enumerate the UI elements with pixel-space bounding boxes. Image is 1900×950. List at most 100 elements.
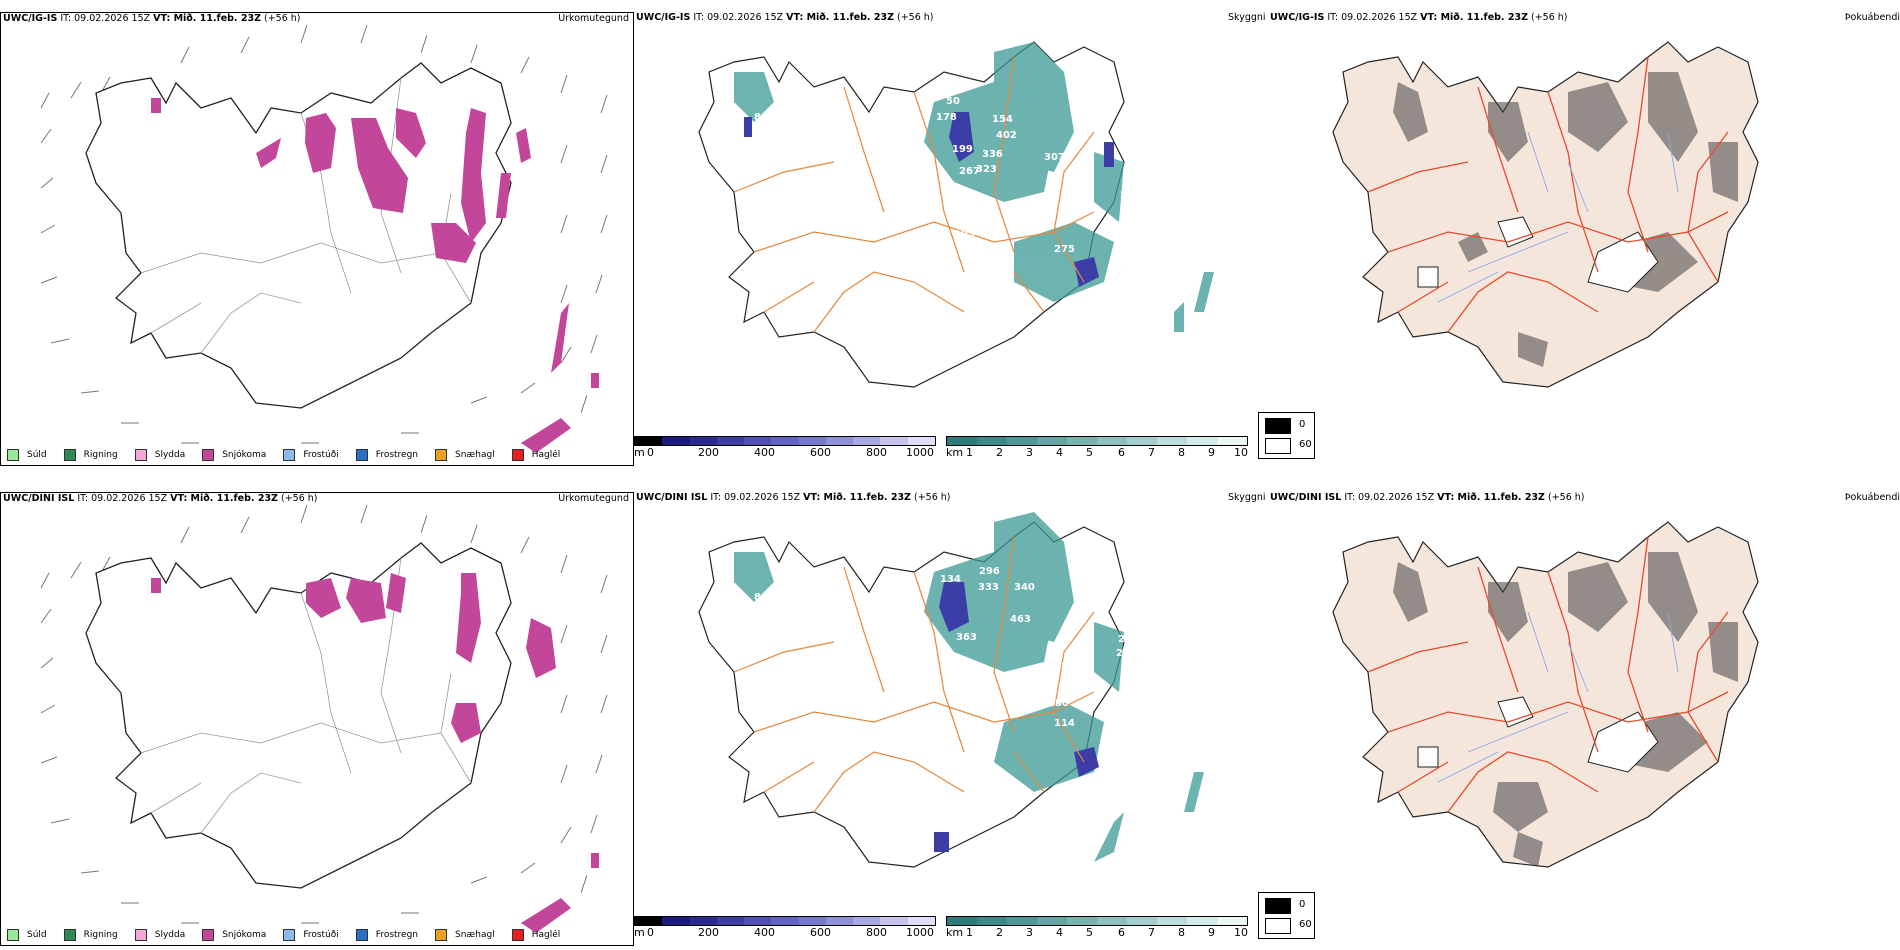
- label: 84: [754, 592, 768, 603]
- panel-title: Skyggni: [1228, 492, 1266, 503]
- panel-title: Þokuábendi: [1844, 492, 1900, 503]
- label: 336: [982, 149, 1003, 160]
- cloud-panel-2: 134 296 333 340 231 463 219 258 213 356 …: [634, 492, 1266, 944]
- legend-item: Frostúði: [283, 449, 339, 461]
- fog-map-1: [1332, 41, 1759, 388]
- label: 219: [1066, 616, 1087, 627]
- fog-legend-value: 0: [1299, 899, 1306, 910]
- legend-item: Haglél: [511, 449, 560, 461]
- precip-map-1: [40, 24, 608, 453]
- label: 180: [1048, 698, 1069, 709]
- label: 134: [940, 574, 961, 585]
- cloud-map-1: 50 178 199 267 154 402 336 323 307 207 2…: [698, 41, 1214, 388]
- label: 114: [1054, 718, 1075, 729]
- tick-label: 2: [996, 446, 1003, 459]
- label: 50: [946, 96, 960, 107]
- tick-label: 200: [698, 926, 719, 939]
- label: 193: [954, 229, 975, 240]
- tick-label: 1000: [906, 926, 934, 939]
- cloudbase-labels: 50 178 199 267 154 402 336 323 307 207 2…: [754, 96, 1143, 265]
- fog-panel-2: UWC/DINI ISL IT: 09.02.2026 15Z VT: Mið.…: [1258, 492, 1900, 944]
- iceland-land: [1332, 521, 1759, 868]
- cloudbase-swatches: [634, 916, 936, 926]
- label: 323: [976, 164, 997, 175]
- label: 463: [1010, 614, 1031, 625]
- legend-item: Snjókoma: [202, 449, 266, 461]
- label: 333: [978, 582, 999, 593]
- legend-item: Haglél: [511, 929, 560, 941]
- tick-label: 4: [1056, 926, 1063, 939]
- unit-label: m: [634, 926, 645, 939]
- tick-label: 400: [754, 446, 775, 459]
- label: 178: [936, 112, 957, 123]
- label: 190: [1110, 222, 1131, 233]
- fog-legend-value: 0: [1299, 419, 1306, 430]
- tick-label: 3: [1026, 446, 1033, 459]
- precip-panel-1: UWC/IG-IS IT: 09.02.2026 15Z VT: Mið. 11…: [0, 12, 634, 466]
- cloudbase-colorbar: m 0 200 400 600 800 1000: [634, 916, 936, 942]
- tick-label: 5: [1086, 446, 1093, 459]
- fog-legend: 0 60: [1258, 892, 1315, 939]
- tick-label: 4: [1056, 446, 1063, 459]
- tick-label: 1: [966, 926, 973, 939]
- precip-legend: Súld Rigning Slydda Snjókoma Frostúði Fr…: [7, 929, 577, 941]
- label: 231: [1086, 566, 1107, 577]
- tick-label: 10: [1234, 926, 1248, 939]
- tick-label: 10: [1234, 446, 1248, 459]
- fog-legend-value: 60: [1299, 439, 1312, 450]
- tick-label: 1000: [906, 446, 934, 459]
- tick-label: 5: [1086, 926, 1093, 939]
- unit-label: m: [634, 446, 645, 459]
- label: 267: [1120, 190, 1141, 201]
- label: 363: [956, 632, 977, 643]
- legend-item: Súld: [7, 449, 47, 461]
- unit-label: km: [946, 926, 964, 939]
- label: 126: [1112, 254, 1133, 265]
- cloudbase-colorbar: m 0 200 400 600 800 1000: [634, 436, 936, 462]
- iceland-outline: [85, 542, 512, 889]
- tick-label: 8: [1178, 446, 1185, 459]
- visibility-swatches: [946, 436, 1248, 446]
- label: 307: [1044, 152, 1065, 163]
- visibility-colorbar: km 1 2 3 4 5 6 7 8 9 10: [946, 436, 1248, 462]
- label: 267: [959, 166, 980, 177]
- label: 207: [1038, 192, 1059, 203]
- iceland-land: [1332, 41, 1759, 388]
- unit-label: km: [946, 446, 964, 459]
- panel-header: UWC/IG-IS IT: 09.02.2026 15Z VT: Mið. 11…: [636, 12, 934, 23]
- legend-item: Slydda: [134, 929, 185, 941]
- tick-label: 6: [1118, 446, 1125, 459]
- precip-legend: Súld Rigning Slydda Snjókoma Frostúði Fr…: [7, 449, 577, 461]
- cloud-map-2: 134 296 333 340 231 463 219 258 213 356 …: [698, 512, 1204, 868]
- cloudbase-swatches: [634, 436, 936, 446]
- tick-label: 7: [1148, 446, 1155, 459]
- panel-title: Úrkomutegund: [558, 13, 629, 24]
- tick-label: 6: [1118, 926, 1125, 939]
- tick-label: 800: [866, 446, 887, 459]
- panel-header: UWC/DINI ISL IT: 09.02.2026 15Z VT: Mið.…: [3, 493, 318, 504]
- label: 84: [754, 112, 768, 123]
- tick-label: 7: [1148, 926, 1155, 939]
- cloud-panel-1: 50 178 199 267 154 402 336 323 307 207 2…: [634, 12, 1266, 464]
- tick-label: 3: [1026, 926, 1033, 939]
- fog-map-2: [1332, 521, 1759, 868]
- legend-item: Snjókoma: [202, 929, 266, 941]
- tick-label: 800: [866, 926, 887, 939]
- legend-item: Frostregn: [355, 929, 418, 941]
- tick-label: 0: [647, 446, 654, 459]
- label: 27: [1082, 102, 1096, 113]
- legend-item: Snæhagl: [435, 929, 495, 941]
- label: 258: [1118, 634, 1139, 645]
- label: 340: [1014, 582, 1035, 593]
- panel-header: UWC/DINI ISL IT: 09.02.2026 15Z VT: Mið.…: [636, 492, 951, 503]
- legend-item: Súld: [7, 929, 47, 941]
- tick-label: 600: [810, 446, 831, 459]
- precip-map-2: [40, 504, 608, 933]
- visibility-swatches: [946, 916, 1248, 926]
- legend-item: Frostúði: [283, 929, 339, 941]
- tick-label: 1: [966, 446, 973, 459]
- legend-item: Frostregn: [355, 449, 418, 461]
- label: 213: [1116, 648, 1137, 659]
- fog-legend: 0 60: [1258, 412, 1315, 459]
- iceland-outline: [85, 62, 512, 409]
